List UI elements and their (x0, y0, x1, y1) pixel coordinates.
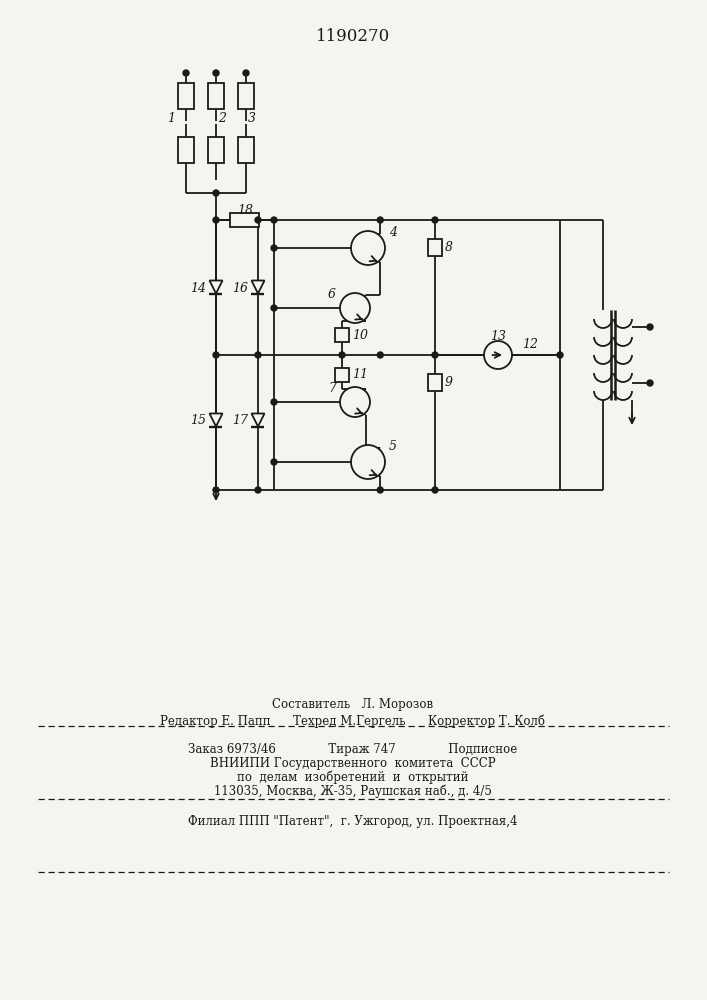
Bar (335, 368, 349, 382)
Circle shape (271, 399, 277, 405)
Circle shape (213, 190, 219, 196)
Circle shape (484, 341, 512, 369)
Circle shape (557, 352, 563, 358)
Text: 10: 10 (352, 329, 368, 342)
Bar (178, 137, 194, 163)
Text: 18: 18 (237, 204, 253, 217)
Text: 11: 11 (352, 368, 368, 381)
Text: ВНИИПИ Государственного  комитета  СССР: ВНИИПИ Государственного комитета СССР (210, 757, 496, 770)
Polygon shape (252, 414, 264, 426)
Text: 1190270: 1190270 (316, 28, 390, 45)
Circle shape (378, 217, 383, 223)
Text: Филиал ППП "Патент",  г. Ужгород, ул. Проектная,4: Филиал ППП "Патент", г. Ужгород, ул. Про… (188, 815, 518, 828)
Bar (335, 328, 349, 342)
Text: 14: 14 (190, 282, 206, 294)
Bar (428, 374, 442, 391)
Circle shape (255, 217, 261, 223)
Text: 17: 17 (233, 414, 248, 428)
Bar (230, 213, 259, 227)
Circle shape (271, 245, 277, 251)
Circle shape (351, 231, 385, 265)
Bar (178, 83, 194, 109)
Text: 113035, Москва, Ж-35, Раушская наб., д. 4/5: 113035, Москва, Ж-35, Раушская наб., д. … (214, 785, 492, 798)
Circle shape (255, 352, 261, 358)
Circle shape (213, 352, 219, 358)
Circle shape (183, 70, 189, 76)
Circle shape (647, 324, 653, 330)
Circle shape (378, 352, 383, 358)
Polygon shape (209, 280, 223, 294)
Text: 15: 15 (190, 414, 206, 428)
Circle shape (340, 387, 370, 417)
Circle shape (213, 70, 219, 76)
Circle shape (647, 380, 653, 386)
Bar (208, 83, 224, 109)
Text: 12: 12 (522, 338, 538, 352)
Text: 3: 3 (248, 111, 256, 124)
Text: 13: 13 (490, 330, 506, 342)
Text: 9: 9 (445, 376, 453, 389)
Circle shape (271, 305, 277, 311)
Circle shape (339, 352, 345, 358)
Text: 2: 2 (218, 111, 226, 124)
Circle shape (213, 217, 219, 223)
Circle shape (255, 487, 261, 493)
Circle shape (271, 217, 277, 223)
Text: 1: 1 (167, 111, 175, 124)
Text: 7: 7 (328, 382, 336, 395)
Text: 5: 5 (389, 440, 397, 453)
Text: Заказ 6973/46              Тираж 747              Подписное: Заказ 6973/46 Тираж 747 Подписное (188, 743, 518, 756)
Text: 4: 4 (389, 226, 397, 239)
Text: 16: 16 (233, 282, 248, 294)
Text: 6: 6 (328, 288, 336, 301)
Text: по  делам  изобретений  и  открытий: по делам изобретений и открытий (238, 771, 469, 784)
Bar (238, 83, 254, 109)
Text: Редактор Е. Папп      Техред М.Гергель      Корректор Т. Колб: Редактор Е. Папп Техред М.Гергель Коррек… (160, 714, 546, 728)
Circle shape (351, 445, 385, 479)
Bar (208, 137, 224, 163)
Circle shape (432, 217, 438, 223)
Bar (428, 239, 442, 256)
Circle shape (432, 352, 438, 358)
Bar (238, 137, 254, 163)
Circle shape (243, 70, 249, 76)
Text: Составитель   Л. Морозов: Составитель Л. Морозов (272, 698, 433, 711)
Polygon shape (209, 414, 223, 426)
Text: 8: 8 (445, 241, 453, 254)
Polygon shape (252, 280, 264, 294)
Circle shape (432, 487, 438, 493)
Circle shape (271, 459, 277, 465)
Circle shape (378, 487, 383, 493)
Circle shape (340, 293, 370, 323)
Circle shape (213, 487, 219, 493)
